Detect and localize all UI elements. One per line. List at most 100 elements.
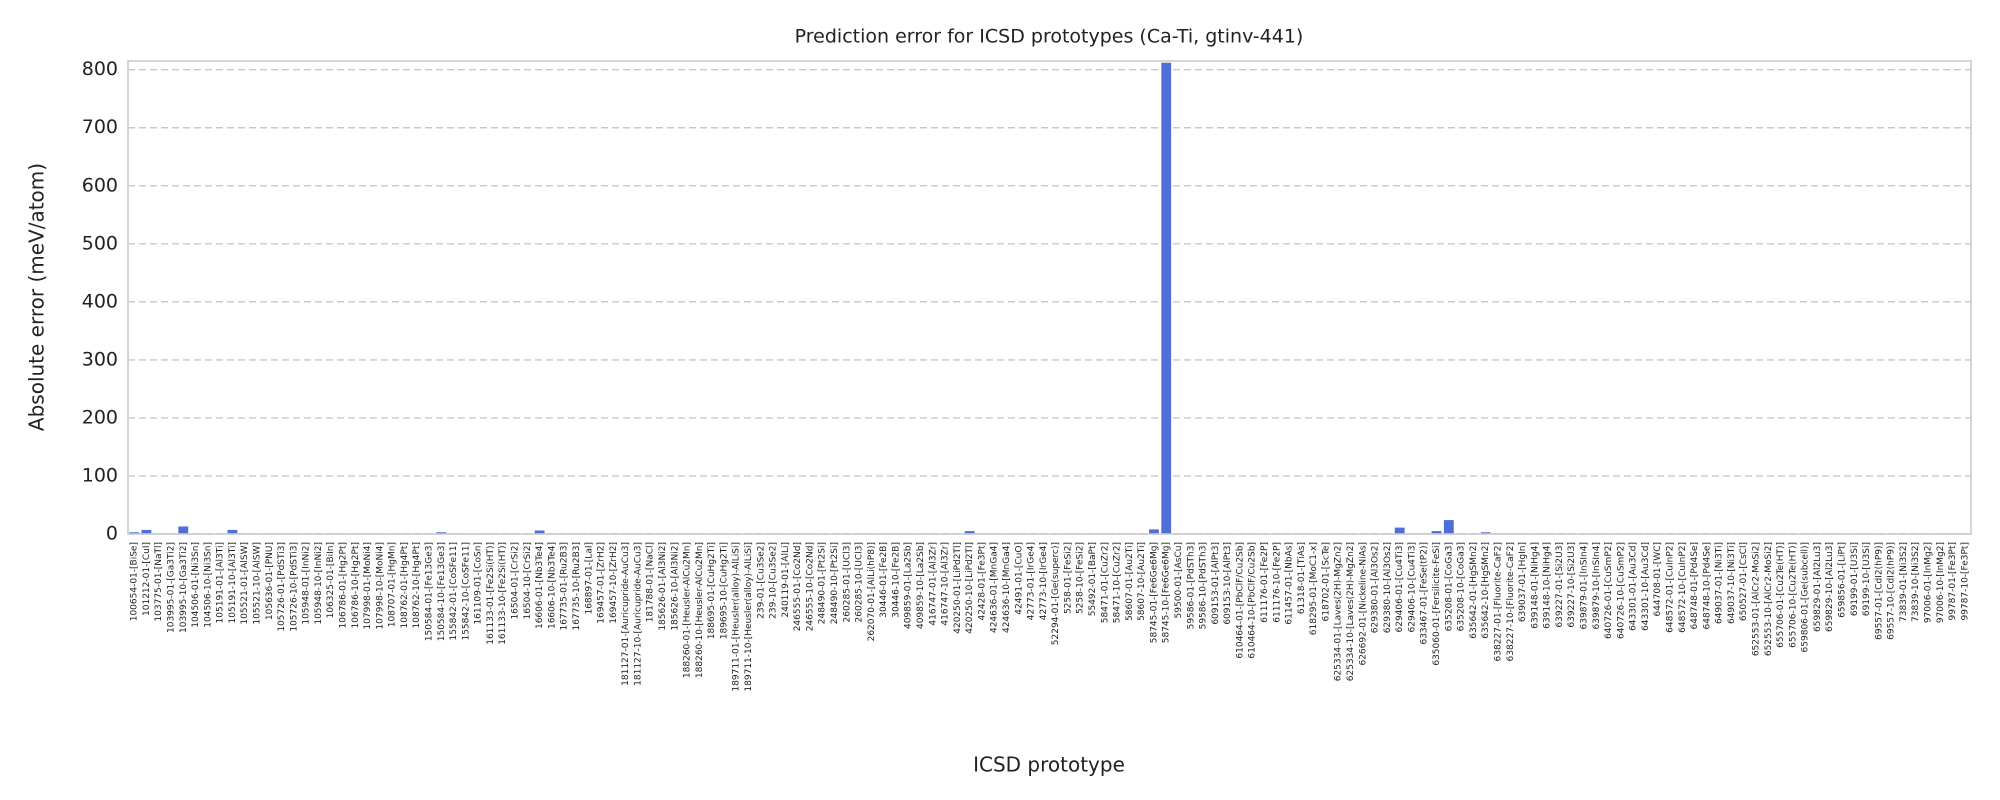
x-tick-label: 69557-01-[CdI2(hP9)] <box>1874 542 1884 640</box>
x-tick-label: 655706-10-[Cu2Te(HT)] <box>1788 542 1798 648</box>
x-tick-label: 161133-10-[Fe2Si(HT)] <box>498 542 508 645</box>
x-tick-label: 639148-01-[NiHg4] <box>1530 542 1540 629</box>
x-tick-label: 103995-10-[Ga3Ti2] <box>179 542 189 633</box>
x-tick-label: 640726-01-[CuSmP2] <box>1604 542 1614 639</box>
bar <box>1161 62 1172 535</box>
x-tick-label: 42491-01-[CuO] <box>1014 542 1024 615</box>
x-tick-label: 611176-01-[Fe2P] <box>1260 542 1270 623</box>
x-tick-label: 16504-10-[CrSi2] <box>523 542 533 620</box>
x-tick-label: 105726-01-[PdSTi3] <box>277 542 287 632</box>
x-tick-label: 30446-01-[Fe2B] <box>879 542 889 618</box>
x-tick-label: 105191-01-[Al3Ti] <box>216 542 226 623</box>
x-tick-label: 30446-10-[Fe2B] <box>891 542 901 618</box>
x-tick-label: 58745-01-[Fe6Ge6Mg] <box>1149 542 1159 643</box>
x-tick-label: 188260-10-[Heusler-AlCu2Mn] <box>695 542 705 678</box>
x-tick-label: 58607-01-[Au2Ti] <box>1125 542 1135 621</box>
x-tick-label: 625334-10-[Laves(2H)-MgZn2] <box>1346 542 1356 681</box>
x-tick-label: 248490-10-[Pt2Si] <box>830 542 840 624</box>
x-tick-label: 618295-01-[MoC1-x] <box>1309 542 1319 635</box>
chart-title: Prediction error for ICSD prototypes (Ca… <box>795 26 1304 48</box>
x-tick-label: 639879-01-[InSIn4] <box>1579 542 1589 629</box>
x-tick-label: 643301-10-[Au3Cd] <box>1641 542 1651 631</box>
x-tick-label: 189695-10-[CuHg2Ti] <box>719 542 729 639</box>
x-tick-label: 106786-10-[Hg2Pt] <box>351 542 361 629</box>
x-tick-label: 409859-01-[La2Sb] <box>904 542 914 629</box>
x-tick-label: 107998-01-[MoNi4] <box>363 542 373 630</box>
y-tick-label: 700 <box>82 116 118 138</box>
x-tick-label: 635208-01-[CoGa3] <box>1444 542 1454 631</box>
x-tick-label: 424636-01-[MnGa4] <box>990 542 1000 633</box>
bar <box>178 526 189 534</box>
x-tick-label: 409859-10-[La2Sb] <box>916 542 926 629</box>
x-tick-label: 239-10-[Cu3Se2] <box>769 542 779 619</box>
x-tick-label: 103775-01-[NaTl] <box>154 542 164 622</box>
x-tick-label: 416747-10-[Al3Zr] <box>941 542 951 626</box>
x-tick-label: 169457-01-[ZrH2] <box>597 542 607 624</box>
x-tick-label: 169457-10-[ZrH2] <box>609 542 619 624</box>
bar <box>227 529 238 534</box>
x-tick-label: 161109-01-[CoSn] <box>474 542 484 625</box>
x-tick-label: 655706-01-[Cu2Te(HT)] <box>1776 542 1786 648</box>
x-tick-label: 108762-10-[Hg4Pt] <box>412 542 422 629</box>
x-tick-label: 649037-01-[Ni3Ti] <box>1715 542 1725 624</box>
x-tick-label: 611457-01-[NbAs] <box>1285 542 1295 625</box>
x-tick-label: 618702-01-[ScTe] <box>1321 542 1331 622</box>
x-tick-label: 5258-01-[FeSi2] <box>1063 542 1073 614</box>
x-tick-label: 652553-01-[AlCr2-MoSi2] <box>1751 542 1761 656</box>
x-tick-label: 639227-10-[Si2U3] <box>1567 542 1577 628</box>
x-tick-label: 105726-10-[PdSTi3] <box>289 542 299 632</box>
x-tick-label: 42428-01-[Fe3Pt] <box>977 542 987 621</box>
x-tick-label: 16504-01-[CrSi2] <box>511 542 521 620</box>
x-tick-label: 643301-01-[Au3Cd] <box>1629 542 1639 631</box>
x-tick-label: 181127-10-[Auricupride-AuCu3] <box>633 542 643 686</box>
x-tick-label: 105636-01-[PNU] <box>265 542 275 620</box>
x-tick-label: 42773-10-[IrGe4] <box>1039 542 1049 620</box>
x-tick-label: 420250-01-[LiPd2Tl] <box>953 542 963 634</box>
x-tick-label: 16606-01-[Nb3Te4] <box>535 542 545 629</box>
x-tick-label: 155842-10-[CoSFe11] <box>461 542 471 641</box>
x-tick-label: 650527-01-[CsCl] <box>1739 542 1749 621</box>
x-tick-label: 625334-01-[Laves(2H)-MgZn2] <box>1334 542 1344 681</box>
x-tick-label: 58471-01-[CuZr2] <box>1100 542 1110 623</box>
x-tick-label: 648572-10-[CuInP2] <box>1678 542 1688 633</box>
bar <box>436 532 447 534</box>
x-tick-label: 659829-10-[Al2Lu3] <box>1825 542 1835 632</box>
x-tick-label: 168897-01-[LaI] <box>584 542 594 615</box>
x-tick-label: 648572-01-[CuInP2] <box>1665 542 1675 633</box>
bar <box>1149 529 1159 534</box>
bar <box>1431 531 1442 534</box>
x-tick-label: 97006-01-[InMg2] <box>1923 542 1933 623</box>
bar <box>129 532 140 534</box>
x-tick-label: 635060-01-[Fersilicite-FeSi] <box>1432 542 1442 666</box>
x-tick-label: 633467-01-[FeSe(tP2)] <box>1420 542 1430 645</box>
bar <box>1480 532 1491 534</box>
x-tick-label: 52294-01-[Ge(superc)] <box>1051 542 1061 645</box>
x-tick-label: 611176-10-[Fe2P] <box>1272 542 1282 623</box>
x-tick-label: 150584-10-[Fe13Ge3] <box>437 542 447 641</box>
bar <box>1443 520 1454 534</box>
x-tick-label: 246555-01-[Co2Nd] <box>793 542 803 631</box>
x-tick-label: 69199-10-[U3Si] <box>1862 542 1872 616</box>
x-tick-label: 635642-10-[HgSMn2] <box>1481 542 1491 639</box>
x-tick-label: 167735-01-[Ru2B3] <box>560 542 570 631</box>
x-tick-label: 629380-01-[Al3Os2] <box>1371 542 1381 633</box>
x-tick-label: 59586-10-[PdSTh3] <box>1199 542 1209 629</box>
tick-labels: 0 100 200 300 400 500 600 700 800 100654-01-[BiSe… <box>82 58 1971 691</box>
y-tick-label: 200 <box>82 406 118 428</box>
x-tick-label: 652553-10-[AlCr2-MoSi2] <box>1764 542 1774 656</box>
x-tick-label: 108762-01-[Hg4Pt] <box>400 542 410 629</box>
x-tick-label: 609153-10-[AlPt3] <box>1223 542 1233 625</box>
x-tick-label: 639037-01-[HgIn] <box>1518 542 1528 622</box>
x-tick-label: 103995-01-[Ga3Ti2] <box>167 542 177 633</box>
x-tick-label: 629380-10-[Al3Os2] <box>1383 542 1393 633</box>
x-tick-label: 61318-01-[TiAs] <box>1297 542 1307 614</box>
x-tick-label: 105521-10-[AlSW] <box>253 542 263 625</box>
y-tick-label: 0 <box>106 523 118 545</box>
x-tick-label: 59586-01-[PdSTh3] <box>1186 542 1196 629</box>
x-tick-label: 161133-01-[Fe2Si(HT)] <box>486 542 496 645</box>
y-tick-label: 600 <box>82 174 118 196</box>
x-tick-label: 609153-01-[AlPt3] <box>1211 542 1221 625</box>
x-tick-label: 5258-10-[FeSi2] <box>1076 542 1086 614</box>
x-tick-label: 104506-10-[Ni3Sn] <box>203 542 213 628</box>
